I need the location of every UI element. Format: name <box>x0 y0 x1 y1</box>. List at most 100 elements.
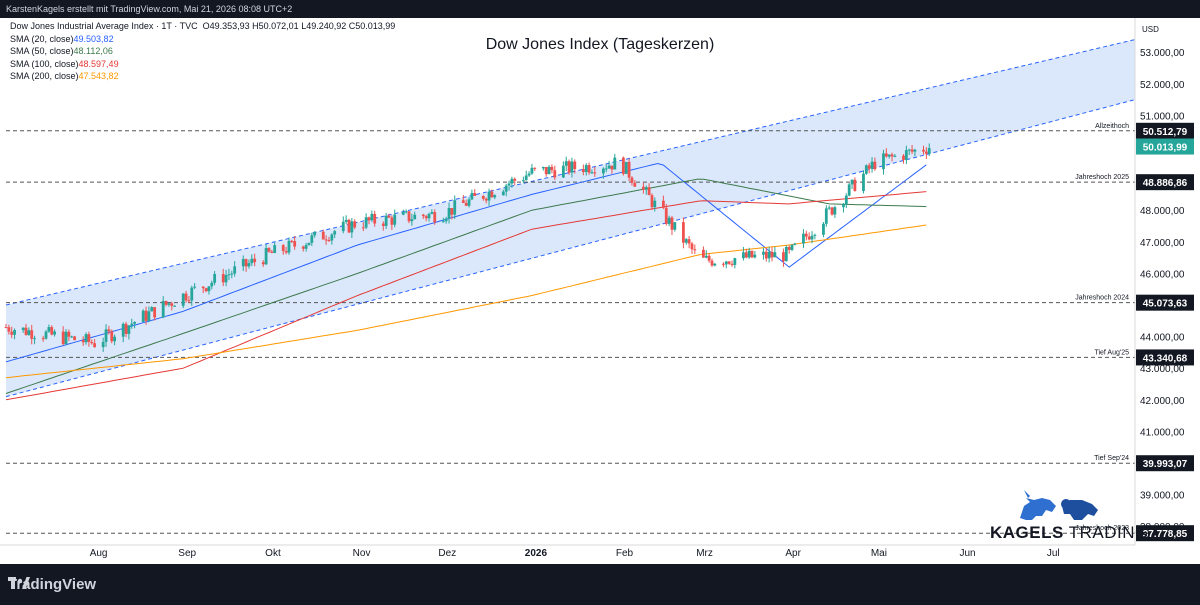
level-price-label: 43.340,68 <box>1143 353 1188 364</box>
level-price-label: 39.993,07 <box>1143 459 1188 470</box>
candle-body <box>527 173 531 176</box>
trend-channel-lower <box>5 99 1136 398</box>
y-tick-label: 48.000,00 <box>1140 206 1185 217</box>
candle-body <box>850 179 854 185</box>
y-tick-label: 39.000,00 <box>1140 491 1185 502</box>
candle-body <box>127 325 131 334</box>
candle-body <box>313 231 317 236</box>
candle-body <box>847 184 851 196</box>
candle-body <box>90 341 94 344</box>
candle-body <box>30 330 34 339</box>
candle-body <box>81 340 85 343</box>
candle-body <box>253 258 257 263</box>
candle-body <box>533 167 537 169</box>
candle-body <box>793 243 797 245</box>
candle-body <box>67 331 71 337</box>
candle-body <box>273 245 277 253</box>
legend-sma-value: 48.112,06 <box>73 46 113 56</box>
candle-body <box>110 331 114 342</box>
candle-body <box>281 245 285 252</box>
candle-body <box>221 274 225 283</box>
candle-body <box>321 231 325 240</box>
y-tick-label: 44.000,00 <box>1140 333 1185 344</box>
trend-channel-upper <box>5 39 1136 306</box>
legend-ohlc: O49.353,93 H50.072,01 L49.240,92 C50.013… <box>202 21 396 31</box>
candle-body <box>324 239 328 241</box>
candle-body <box>501 191 505 196</box>
candle-body <box>682 222 685 243</box>
candle-body <box>147 311 151 321</box>
candle-body <box>767 251 771 259</box>
candle-body <box>827 207 831 209</box>
candle-body <box>927 148 931 154</box>
candle-body <box>370 213 374 221</box>
candle-body <box>61 331 65 344</box>
x-tick-label: Okt <box>265 548 281 559</box>
tradingview-logo[interactable]: TradingView <box>8 576 96 593</box>
level-price-label: 37.778,85 <box>1143 529 1188 540</box>
level-name-label: Jahreshoch 2025 <box>1075 174 1129 181</box>
candle-body <box>10 331 14 335</box>
candle-body <box>441 221 445 223</box>
candle-body <box>367 217 371 221</box>
candle-body <box>550 166 554 171</box>
candle-body <box>707 255 711 261</box>
candle-body <box>167 303 171 305</box>
candle-body <box>361 227 365 229</box>
candle-body <box>713 263 717 266</box>
candle-body <box>333 231 337 235</box>
candle-body <box>693 249 697 251</box>
candle-body <box>490 191 494 198</box>
candle-body <box>327 239 331 241</box>
price-chart[interactable]: Allzeithoch Jahreshoch 2025 Jahreshoch 202… <box>0 18 1200 564</box>
legend-symbol: Dow Jones Industrial Average Index · 1T … <box>10 20 395 33</box>
legend-sma-label: SMA (50, close) <box>10 46 74 56</box>
candle-body <box>124 323 128 334</box>
candle-body <box>310 235 314 243</box>
candle-body <box>904 150 908 160</box>
candle-body <box>264 248 268 265</box>
candle-body <box>924 151 928 154</box>
candle-body <box>762 251 765 255</box>
candle-body <box>802 233 805 244</box>
level-price-label: 48.886,86 <box>1143 178 1188 189</box>
candle-body <box>570 161 574 173</box>
candle-body <box>690 243 694 250</box>
candle-body <box>50 327 54 335</box>
candle-body <box>330 234 334 241</box>
candle-body <box>704 255 708 258</box>
candle-body <box>613 157 617 170</box>
candle-body <box>364 217 368 228</box>
candle-body <box>873 161 877 170</box>
candle-body <box>387 215 391 218</box>
candle-body <box>173 305 177 307</box>
candle-body <box>241 259 245 267</box>
candle-body <box>587 165 591 173</box>
candle-body <box>744 252 748 258</box>
attribution-bar: KarstenKagels erstellt mit TradingView.c… <box>0 0 1200 18</box>
candle-body <box>24 327 28 335</box>
candle-body <box>390 217 394 225</box>
candle-body <box>653 200 657 208</box>
candle-body <box>224 274 228 283</box>
trend-channel-fill <box>6 39 1135 397</box>
candle-body <box>481 195 485 199</box>
level-name-label: Allzeithoch <box>1095 123 1129 130</box>
candle-body <box>830 207 834 215</box>
x-tick-label: Dez <box>438 548 456 559</box>
candle-body <box>842 204 845 208</box>
candle-body <box>787 247 791 250</box>
candle-body <box>450 208 454 215</box>
candle-body <box>650 195 654 208</box>
candle-body <box>702 249 705 258</box>
candle-body <box>902 155 905 160</box>
level-price-label: 50.512,79 <box>1143 127 1188 138</box>
chart-area[interactable]: Allzeithoch Jahreshoch 2025 Jahreshoch 202… <box>0 18 1200 564</box>
sma-line <box>5 191 927 401</box>
candle-body <box>664 207 668 224</box>
candle-body <box>804 233 808 237</box>
candle-body <box>21 327 25 331</box>
y-tick-label: 46.000,00 <box>1140 269 1185 280</box>
y-tick-label: 53.000,00 <box>1140 48 1185 59</box>
candle-body <box>907 149 911 151</box>
